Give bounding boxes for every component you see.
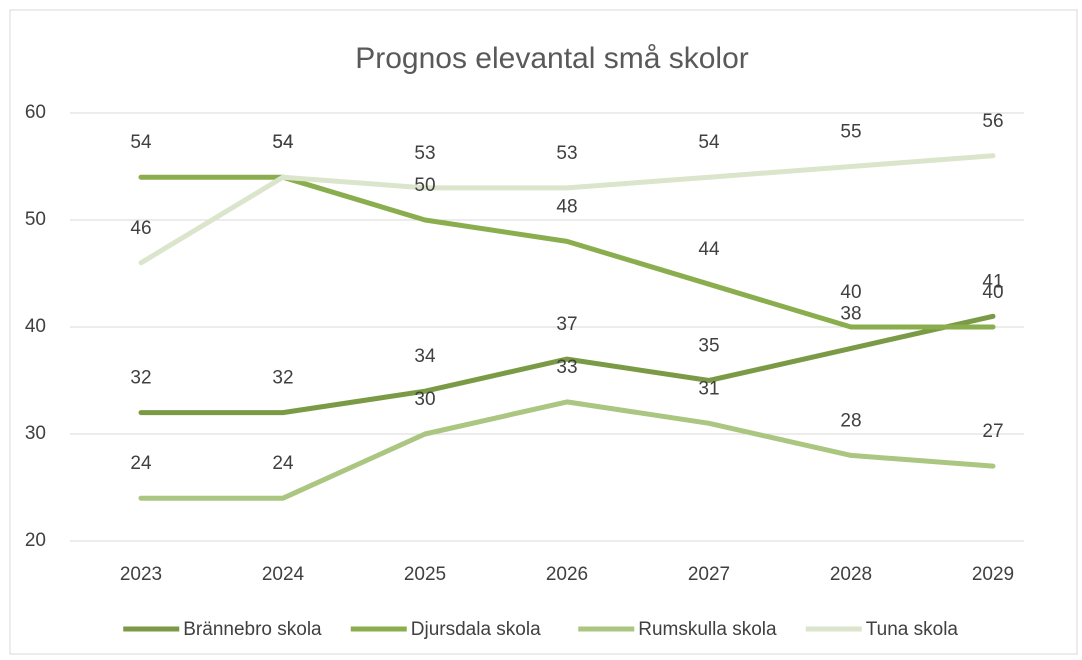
- data-label: 56: [982, 111, 1003, 132]
- data-label: 40: [982, 282, 1003, 303]
- data-label: 54: [272, 132, 294, 153]
- y-tick-label: 50: [25, 209, 46, 230]
- data-label: 33: [556, 357, 577, 378]
- y-tick-label: 40: [25, 316, 46, 337]
- series-line: [138, 399, 996, 501]
- x-tick-label: 2025: [404, 564, 446, 585]
- data-label: 38: [840, 303, 861, 324]
- legend-label: Djursdala skola: [411, 619, 541, 640]
- data-label: 53: [556, 143, 577, 164]
- data-label: 31: [698, 378, 719, 399]
- data-label: 55: [840, 122, 861, 143]
- data-label: 53: [414, 143, 435, 164]
- series-line: [138, 153, 996, 266]
- data-label: 24: [130, 453, 152, 474]
- data-label: 54: [130, 132, 152, 153]
- chart-title: Prognos elevantal små skolor: [355, 42, 749, 75]
- data-label: 27: [982, 421, 1003, 442]
- data-label: 37: [556, 314, 577, 335]
- data-label: 54: [272, 132, 294, 153]
- data-label: 48: [556, 196, 577, 217]
- data-label: 41: [982, 271, 1003, 292]
- legend-label: Brännebro skola: [183, 619, 322, 640]
- data-label: 54: [698, 132, 720, 153]
- data-label: 32: [272, 368, 293, 389]
- data-label: 30: [414, 389, 435, 410]
- data-label: 35: [698, 336, 719, 357]
- data-label: 28: [840, 410, 861, 431]
- chart-border: [9, 9, 1078, 655]
- data-label: 34: [414, 346, 436, 367]
- y-tick-label: 30: [25, 423, 46, 444]
- legend-label: Tuna skola: [866, 619, 959, 640]
- x-tick-label: 2028: [830, 564, 872, 585]
- data-label: 44: [698, 239, 720, 260]
- series-line: [138, 313, 996, 416]
- data-label: 24: [272, 453, 294, 474]
- x-tick-label: 2026: [546, 564, 588, 585]
- data-label: 50: [414, 175, 435, 196]
- x-tick-label: 2027: [688, 564, 730, 585]
- y-tick-label: 60: [25, 102, 46, 123]
- data-label: 40: [840, 282, 861, 303]
- x-tick-label: 2023: [120, 564, 162, 585]
- x-tick-label: 2029: [972, 564, 1014, 585]
- data-label: 32: [130, 368, 151, 389]
- y-tick-label: 20: [25, 530, 46, 551]
- data-label: 46: [130, 218, 151, 239]
- x-tick-label: 2024: [262, 564, 305, 585]
- legend-label: Rumskulla skola: [638, 619, 777, 640]
